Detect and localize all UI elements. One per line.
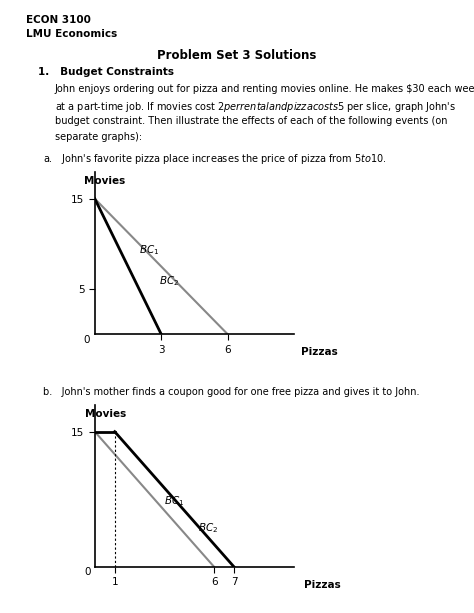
Text: John enjoys ordering out for pizza and renting movies online. He makes $30 each : John enjoys ordering out for pizza and r… — [55, 84, 474, 94]
Text: at a part-time job. If movies cost $2 per rental and pizza costs $5 per slice, g: at a part-time job. If movies cost $2 pe… — [55, 100, 456, 114]
Text: 0: 0 — [84, 568, 91, 577]
Text: $\mathit{BC}_2$: $\mathit{BC}_2$ — [198, 521, 219, 535]
Text: Pizzas: Pizzas — [301, 347, 337, 357]
Text: separate graphs):: separate graphs): — [55, 132, 142, 142]
Text: Pizzas: Pizzas — [304, 580, 341, 590]
Text: 1.   Budget Constraints: 1. Budget Constraints — [38, 67, 174, 77]
Text: a.   John's favorite pizza place increases the price of pizza from $5 to $10.: a. John's favorite pizza place increases… — [43, 152, 386, 166]
Text: Movies: Movies — [85, 409, 126, 419]
Text: Problem Set 3 Solutions: Problem Set 3 Solutions — [157, 49, 317, 62]
Text: LMU Economics: LMU Economics — [26, 29, 118, 39]
Text: budget constraint. Then illustrate the effects of each of the following events (: budget constraint. Then illustrate the e… — [55, 116, 447, 126]
Text: $\mathit{BC}_1$: $\mathit{BC}_1$ — [164, 494, 185, 508]
Text: Movies: Movies — [84, 176, 125, 186]
Text: $\mathit{BC}_2$: $\mathit{BC}_2$ — [159, 275, 179, 288]
Text: b.   John's mother finds a coupon good for one free pizza and gives it to John.: b. John's mother finds a coupon good for… — [43, 387, 419, 397]
Text: 0: 0 — [84, 335, 91, 345]
Text: ECON 3100: ECON 3100 — [26, 15, 91, 25]
Text: $\mathit{BC}_1$: $\mathit{BC}_1$ — [139, 243, 159, 257]
